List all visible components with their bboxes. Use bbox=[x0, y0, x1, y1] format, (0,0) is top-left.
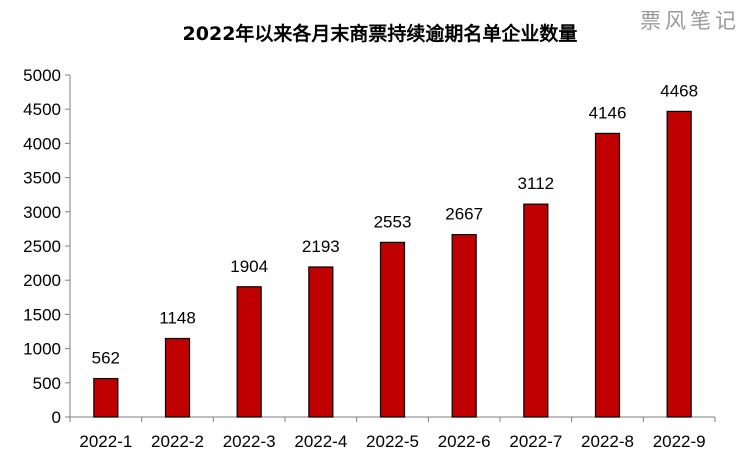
bar-2022-2 bbox=[164, 337, 191, 418]
x-tick-label: 2022-2 bbox=[151, 432, 204, 451]
bar-2022-4 bbox=[308, 266, 334, 418]
data-label-2022-4: 2193 bbox=[302, 237, 340, 256]
x-tick-label: 2022-4 bbox=[294, 432, 347, 451]
x-tick-label: 2022-5 bbox=[366, 432, 419, 451]
data-label-2022-3: 1904 bbox=[230, 257, 268, 276]
data-label-2022-5: 2553 bbox=[374, 212, 412, 231]
x-tick-label: 2022-3 bbox=[223, 432, 276, 451]
data-label-2022-1: 562 bbox=[92, 349, 120, 368]
chart-bars bbox=[93, 110, 692, 418]
data-label-2022-2: 1148 bbox=[159, 308, 196, 327]
bar-2022-6 bbox=[451, 233, 477, 418]
y-tick-label: 4000 bbox=[23, 134, 61, 153]
y-tick-label: 2000 bbox=[23, 271, 61, 290]
data-label-2022-6: 2667 bbox=[445, 205, 483, 224]
x-tick-label: 2022-6 bbox=[438, 432, 491, 451]
bar-2022-1 bbox=[93, 377, 119, 418]
y-tick-label: 0 bbox=[52, 408, 61, 427]
y-tick-label: 2500 bbox=[23, 237, 61, 256]
x-tick-label: 2022-8 bbox=[581, 432, 634, 451]
y-tick-label: 4500 bbox=[23, 100, 61, 119]
y-tick-label: 1500 bbox=[23, 305, 61, 324]
data-label-2022-9: 4468 bbox=[660, 81, 698, 100]
y-tick-label: 3500 bbox=[23, 169, 61, 188]
bar-2022-7 bbox=[523, 203, 549, 418]
bar-2022-3 bbox=[236, 286, 262, 418]
watermark: 票风笔记 bbox=[640, 9, 740, 33]
y-tick-label: 500 bbox=[33, 374, 61, 393]
y-tick-label: 5000 bbox=[23, 66, 61, 85]
x-tick-label: 2022-7 bbox=[509, 432, 562, 451]
chart-axes: 0 500 1000 1500 2000 2500 3000 3500 4000 4500 5000… bbox=[23, 66, 716, 451]
data-label-2022-8: 4146 bbox=[589, 103, 627, 122]
chart-title: 2022年以来各月末商票持续逾期名单企业数量 bbox=[183, 22, 578, 45]
bar-2022-8 bbox=[594, 132, 621, 418]
y-tick-label: 3000 bbox=[23, 203, 61, 222]
x-tick-label: 2022-9 bbox=[653, 432, 706, 451]
x-tick-label: 2022-1 bbox=[79, 432, 132, 451]
data-label-2022-7: 3112 bbox=[518, 174, 555, 193]
chart-data-labels: 562 1148 1904 2193 2553 2667 3112 4146 4468 bbox=[92, 81, 698, 367]
y-tick-label: 1000 bbox=[23, 340, 61, 359]
bar-2022-9 bbox=[666, 110, 692, 418]
bar-2022-5 bbox=[379, 241, 406, 418]
